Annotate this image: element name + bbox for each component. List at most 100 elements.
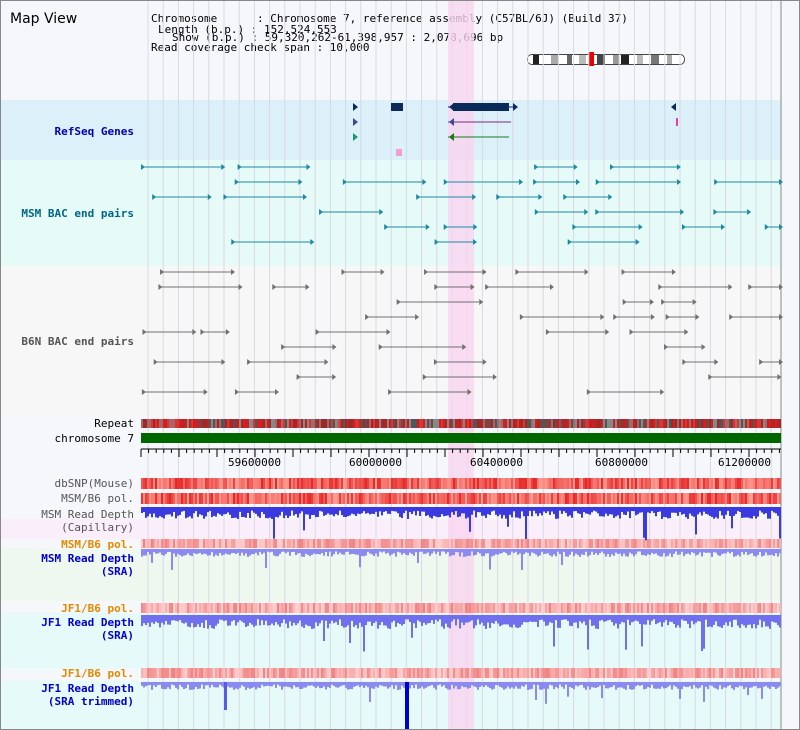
heat-cell bbox=[387, 603, 389, 613]
label-b6n-bac[interactable]: B6N BAC end pairs bbox=[21, 335, 134, 348]
heat-cell bbox=[551, 603, 553, 613]
heat-cell bbox=[529, 668, 531, 678]
depth-bar bbox=[697, 549, 699, 555]
heat-cell bbox=[771, 603, 773, 613]
label-jf1-depth-sra[interactable]: JF1 Read Depth (SRA) bbox=[41, 616, 134, 642]
depth-bar bbox=[207, 682, 209, 686]
depth-bar bbox=[421, 682, 423, 687]
label-msm-depth-sra[interactable]: MSM Read Depth (SRA) bbox=[41, 552, 134, 578]
depth-bar bbox=[483, 682, 485, 688]
depth-bar bbox=[371, 507, 373, 514]
heat-cell bbox=[771, 668, 773, 678]
heat-cell bbox=[287, 493, 289, 504]
depth-bar bbox=[351, 549, 353, 554]
depth-bar bbox=[445, 507, 447, 516]
repeat-segment bbox=[145, 419, 147, 428]
label-msm-b6-pol-2[interactable]: MSM/B6 pol. bbox=[61, 538, 134, 551]
heat-cell bbox=[153, 493, 155, 504]
repeat-segment bbox=[173, 419, 175, 428]
chromosome-ideogram[interactable] bbox=[527, 52, 685, 66]
depth-spike bbox=[224, 682, 227, 710]
heat-cell bbox=[475, 539, 477, 548]
label-jf1-b6-pol[interactable]: JF1/B6 pol. bbox=[61, 602, 134, 615]
repeat-segment bbox=[301, 419, 303, 428]
heat-cell bbox=[329, 478, 331, 489]
depth-bar bbox=[237, 549, 239, 553]
heat-cell bbox=[201, 478, 203, 489]
bac-end-marker bbox=[141, 164, 146, 170]
heat-cell bbox=[709, 668, 711, 678]
heat-cell bbox=[397, 668, 399, 678]
depth-bar bbox=[371, 549, 373, 555]
repeat-segment bbox=[547, 419, 549, 428]
depth-bar bbox=[729, 682, 731, 686]
heat-cell bbox=[317, 493, 319, 504]
depth-bar bbox=[285, 682, 287, 687]
heat-cell bbox=[281, 478, 283, 489]
depth-bar bbox=[597, 682, 599, 687]
bac-end-marker bbox=[728, 284, 733, 290]
label-refseq-genes[interactable]: RefSeq Genes bbox=[54, 125, 134, 138]
heat-cell bbox=[343, 539, 345, 548]
depth-bar bbox=[745, 507, 747, 518]
heat-cell bbox=[765, 478, 767, 489]
depth-bar bbox=[701, 682, 703, 686]
heat-cell bbox=[289, 668, 291, 678]
heat-cell bbox=[189, 493, 191, 504]
heat-cell bbox=[429, 539, 431, 548]
depth-bar bbox=[329, 615, 331, 624]
heat-cell bbox=[611, 539, 613, 548]
depth-bar bbox=[255, 682, 257, 690]
depth-bar bbox=[385, 549, 387, 554]
label-jf1-b6-pol-2[interactable]: JF1/B6 pol. bbox=[61, 667, 134, 680]
depth-bar bbox=[433, 615, 435, 624]
depth-bar bbox=[275, 615, 277, 623]
heat-cell bbox=[763, 478, 765, 489]
heat-cell bbox=[591, 603, 593, 613]
depth-bar bbox=[285, 507, 287, 516]
heat-cell bbox=[703, 603, 705, 613]
heat-cell bbox=[605, 603, 607, 613]
depth-bar bbox=[343, 615, 345, 628]
repeat-segment bbox=[709, 419, 711, 428]
repeat-segment bbox=[549, 419, 551, 428]
depth-bar bbox=[415, 615, 417, 629]
heat-cell bbox=[177, 478, 179, 489]
heat-cell bbox=[291, 539, 293, 548]
depth-bar bbox=[429, 615, 431, 623]
label-jf1-depth-trimmed[interactable]: JF1 Read Depth (SRA trimmed) bbox=[41, 682, 134, 708]
depth-bar bbox=[269, 549, 271, 553]
depth-bar bbox=[507, 549, 509, 556]
depth-bar bbox=[383, 682, 385, 687]
heat-cell bbox=[605, 539, 607, 548]
heat-cell bbox=[377, 539, 379, 548]
depth-bar bbox=[661, 682, 663, 687]
depth-bar bbox=[207, 507, 209, 513]
heat-cell bbox=[581, 668, 583, 678]
bac-end-marker bbox=[380, 269, 385, 275]
label-dbsnp[interactable]: dbSNP(Mouse) bbox=[54, 477, 134, 490]
label-msm-bac[interactable]: MSM BAC end pairs bbox=[21, 207, 134, 220]
depth-bar bbox=[475, 507, 477, 518]
heat-cell bbox=[235, 478, 237, 489]
heat-cell bbox=[393, 668, 395, 678]
depth-bar bbox=[563, 507, 565, 512]
depth-bar bbox=[487, 549, 489, 554]
depth-bar bbox=[205, 615, 207, 621]
label-msm-depth-capillary[interactable]: MSM Read Depth (Capillary) bbox=[41, 508, 134, 534]
heat-cell bbox=[689, 478, 691, 489]
heat-cell bbox=[165, 603, 167, 613]
repeat-segment bbox=[227, 419, 229, 428]
heat-cell bbox=[303, 668, 305, 678]
depth-bar bbox=[471, 549, 473, 552]
heat-cell bbox=[219, 668, 221, 678]
repeat-segment bbox=[411, 419, 413, 428]
depth-bar bbox=[681, 507, 683, 515]
label-msm-b6-pol[interactable]: MSM/B6 pol. bbox=[61, 492, 134, 505]
repeat-segment bbox=[647, 419, 649, 428]
heat-cell bbox=[649, 668, 651, 678]
heat-cell bbox=[671, 539, 673, 548]
repeat-segment bbox=[141, 419, 143, 428]
